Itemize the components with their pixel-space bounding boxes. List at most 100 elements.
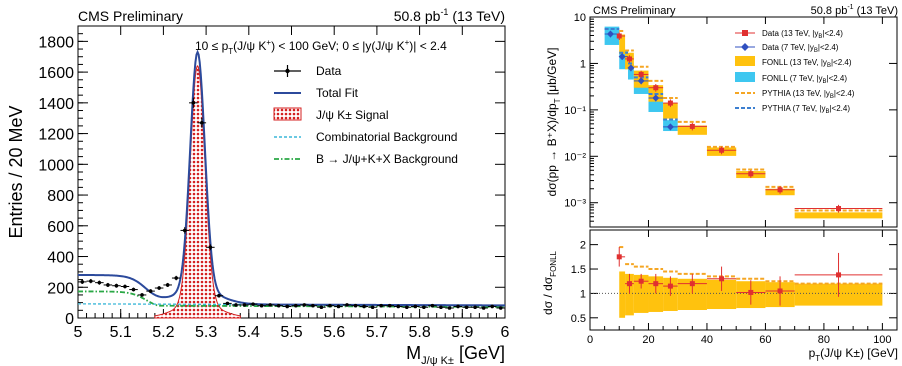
x-tick-label: 5.8 — [408, 324, 430, 341]
legend-data-label: Data — [316, 64, 342, 78]
data-point — [106, 283, 110, 287]
x-tick-label: 6 — [501, 324, 510, 341]
data-point — [174, 276, 179, 280]
y-tick-label: 1 — [580, 288, 586, 300]
total-fit-curve — [77, 49, 506, 307]
ratio-data-point — [638, 278, 644, 284]
data-point — [345, 303, 349, 307]
left-selection-text: 10 ≤ pT(J/ψ K+) < 100 GeV; 0 ≤ |y(J/ψ K+… — [195, 38, 447, 56]
data-point — [404, 305, 409, 310]
data-point — [165, 283, 170, 287]
data7-point — [606, 30, 614, 38]
x-tick-label: 5.3 — [195, 324, 217, 341]
data-point — [447, 306, 452, 310]
left-y-axis-label: Entries / 20 MeV — [6, 105, 26, 238]
data-point — [481, 306, 486, 310]
ratio-panel: 0 20 40 60 80 100 0.5 1 1.5 2 dσ / dσFONLL pT(J/ψ… — [541, 229, 898, 363]
y-tick-label: 1800 — [38, 34, 74, 51]
x-tick-label: 5.7 — [366, 324, 388, 341]
x-tick-label: 100 — [873, 334, 891, 346]
data13-point — [777, 187, 783, 193]
legend-pythia13-label: PYTHIA (13 TeV, |yB|<2.4) — [762, 89, 855, 100]
left-axis-ticks: 5 5.1 5.2 5.3 5.4 5.5 5.6 5.7 5.8 5.9 6 0 200 400 600 8… — [38, 26, 510, 341]
x-tick-label: 5.4 — [238, 324, 260, 341]
data13-point — [836, 206, 842, 212]
legend-partial-label: B → J/ψ+K+X Background — [316, 152, 458, 166]
data-point — [225, 301, 230, 306]
ratio-data-point — [667, 283, 673, 289]
right-header-left: CMS Preliminary — [593, 5, 676, 17]
x-tick-label: 0 — [587, 334, 593, 346]
right-legend: Data (13 TeV, |yB|<2.4) Data (7 TeV, |yB… — [735, 29, 855, 115]
legend-fonll13-swatch — [735, 56, 755, 66]
data7-point — [666, 123, 674, 131]
legend-fonll7-label: FONLL (7 TeV, |yB|<2.4) — [762, 74, 847, 85]
right-top-y-axis-label: dσ(pp → B⁺X)/dpT [μb/GeV] — [545, 48, 562, 197]
ratio-x-axis-label: pT(J/ψ K±) [GeV] — [809, 346, 898, 363]
fonll13-band — [619, 34, 626, 54]
right-top-frame — [589, 16, 898, 228]
data-point — [430, 303, 435, 308]
ratio-fonll-band — [619, 271, 626, 318]
data7-point — [637, 77, 645, 85]
left-x-axis-label: MJ/ψ K± [GeV] — [406, 343, 505, 366]
ratio-fonll-band — [648, 276, 664, 312]
y-tick-label: 0 — [65, 311, 74, 328]
data-point — [311, 303, 315, 308]
legend-data13-label: Data (13 TeV, |yB|<2.4) — [762, 29, 843, 40]
data-point — [464, 305, 469, 310]
data13-point — [653, 85, 659, 91]
y-tick-label: 800 — [47, 188, 74, 205]
y-tick-label: 1400 — [38, 96, 74, 113]
fonll13-band — [794, 212, 883, 219]
data-point — [217, 293, 221, 298]
x-tick-label: 5 — [74, 324, 83, 341]
ratio-data-point — [616, 254, 622, 260]
x-tick-label: 5.9 — [451, 324, 473, 341]
fonll7-band — [628, 63, 634, 80]
data-point — [251, 302, 255, 306]
data-point — [473, 305, 477, 310]
data-point — [140, 293, 144, 297]
right-header-right: 50.8 pb-1 (13 TeV) — [811, 4, 898, 17]
data13-point — [667, 100, 673, 106]
y-tick-label: 1600 — [38, 65, 74, 82]
y-tick-label: 600 — [47, 219, 74, 236]
data-point — [242, 303, 247, 307]
y-tick-label: 0.5 — [571, 313, 586, 325]
data7-point — [627, 64, 635, 72]
ratio-data-point — [626, 281, 632, 287]
y-tick-label: 1200 — [38, 127, 74, 144]
ratio-fonll-band — [625, 273, 634, 316]
data-point — [148, 289, 153, 293]
x-tick-label: 5.6 — [323, 324, 345, 341]
left-header-right: 50.8 pb-1 (13 TeV) — [394, 7, 505, 24]
ratio-data-point — [748, 289, 754, 295]
y-tick-label: 2 — [580, 240, 586, 252]
left-plot-content — [77, 49, 506, 319]
cross-section-panel: CMS Preliminary 50.8 pb-1 (13 TeV) 10 1 10… — [545, 4, 898, 228]
y-tick-label: 1 — [580, 58, 586, 70]
data-point — [456, 304, 460, 309]
data-point — [362, 304, 366, 309]
right-bottom-frame — [589, 229, 898, 331]
ratio-data-point — [689, 281, 695, 287]
ratio-data-point — [719, 276, 725, 282]
data-point — [302, 303, 307, 307]
data7-point — [618, 53, 626, 61]
data-point — [387, 303, 392, 308]
fonll13-band — [663, 103, 678, 119]
data-point — [498, 306, 503, 310]
data-point — [490, 304, 494, 309]
right-bottom-content — [590, 246, 897, 318]
data-point — [200, 121, 204, 125]
x-tick-label: 40 — [701, 334, 713, 346]
legend-fonll13-label: FONLL (13 TeV, |yB|<2.4) — [762, 58, 852, 69]
data-point — [413, 304, 418, 309]
y-tick-label: 10⁻² — [564, 151, 586, 163]
data-point — [370, 305, 375, 310]
data-point — [336, 304, 341, 309]
left-plot-frame — [77, 25, 506, 319]
y-tick-label: 10 — [574, 12, 586, 24]
